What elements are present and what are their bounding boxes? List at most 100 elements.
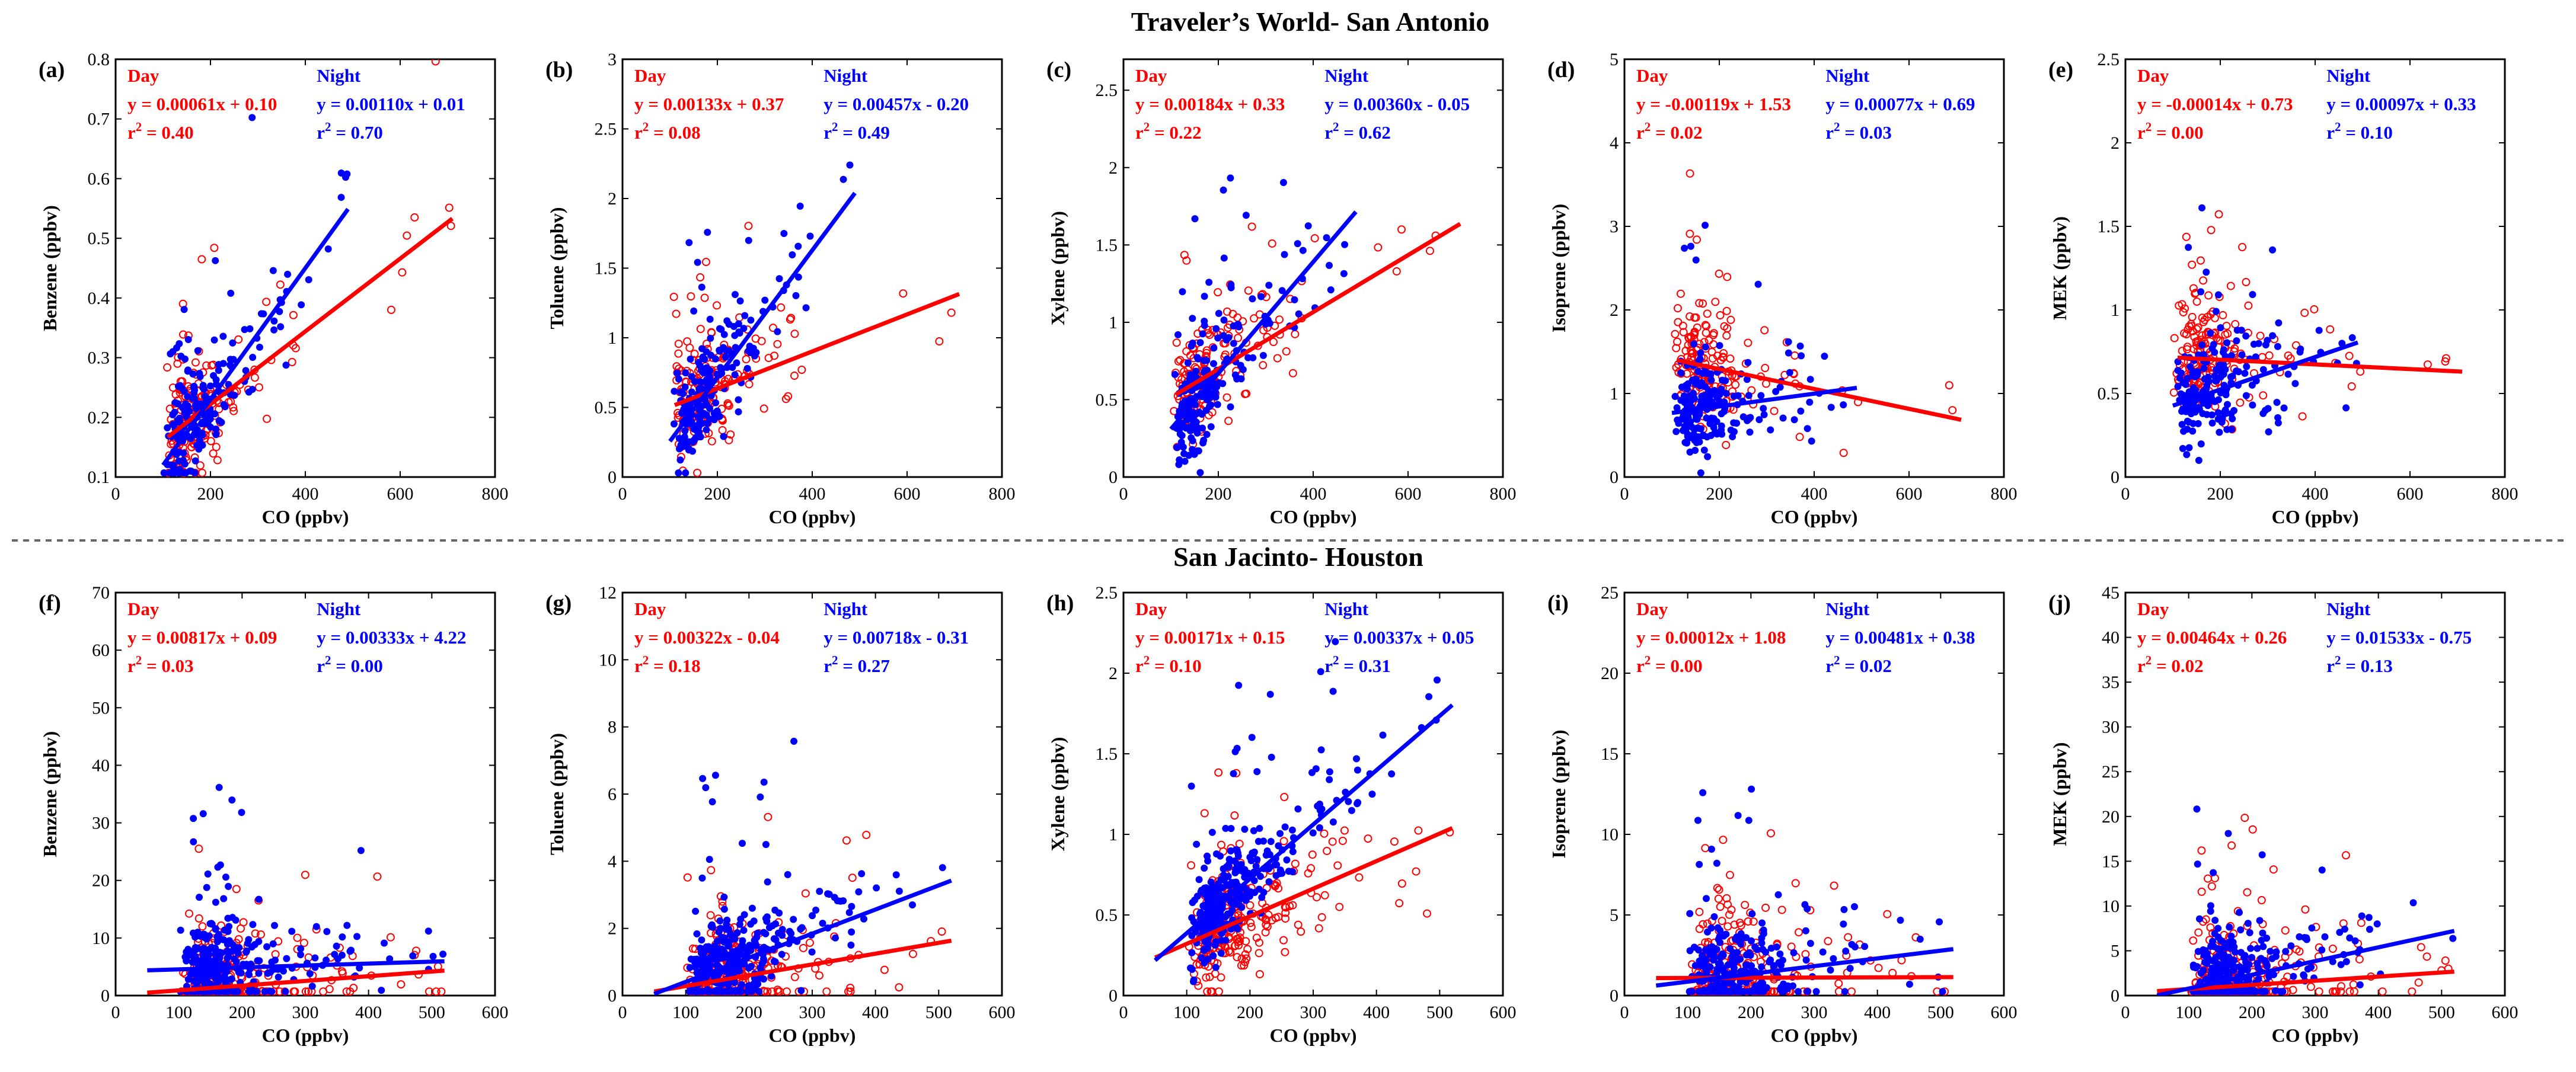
night-point (194, 347, 202, 354)
night-point (1326, 768, 1333, 776)
day-point (669, 292, 678, 301)
night-point (193, 441, 201, 449)
day-point (1702, 322, 1711, 331)
night-point (277, 323, 285, 331)
night-point (199, 384, 207, 392)
day-point (185, 909, 194, 918)
x-tick-label: 600 (894, 484, 921, 504)
night-point (270, 326, 278, 334)
night-point (2217, 324, 2224, 331)
x-tick-label: 200 (229, 1003, 256, 1022)
day-fit-line (1656, 975, 1953, 980)
night-point (229, 339, 237, 347)
night-point (1671, 393, 1679, 401)
y-tick-label: 25 (1601, 583, 1619, 603)
night-point (685, 239, 693, 247)
day-point (2242, 278, 2251, 287)
night-point (743, 364, 751, 372)
night-point (2242, 392, 2250, 399)
night-point (297, 951, 305, 959)
y-axis-label: Benzene (ppbv) (39, 205, 60, 331)
day-point (1707, 347, 1716, 356)
day-r2: r2 = 0.03 (127, 653, 194, 676)
night-point (1309, 829, 1317, 837)
night-point (1713, 393, 1721, 401)
night-point (1273, 861, 1281, 869)
night-point (439, 951, 447, 958)
night-point (1702, 222, 1709, 229)
day-point (2281, 926, 2290, 935)
night-point (306, 969, 314, 977)
night-point (690, 307, 698, 315)
day-point (1711, 297, 1720, 306)
night-point (698, 936, 706, 944)
day-point (403, 231, 411, 240)
day-point (1364, 834, 1372, 843)
night-r2: r2 = 0.03 (1825, 120, 1892, 143)
day-r2-value: = 0.08 (649, 122, 700, 143)
y-tick-label: 0 (608, 986, 617, 1006)
day-point (1722, 894, 1731, 903)
night-point (206, 382, 214, 390)
night-r2-value: = 0.10 (2341, 122, 2392, 143)
day-point (178, 330, 187, 339)
day-r2-value: = 0.22 (1150, 122, 1201, 143)
night-point (1731, 983, 1738, 990)
day-point (1340, 826, 1349, 835)
night-point (212, 947, 220, 955)
night-point (2189, 420, 2197, 427)
day-point (2189, 284, 2198, 293)
x-tick-label: 300 (2302, 1003, 2329, 1022)
night-point (220, 401, 228, 408)
night-point (2262, 341, 2269, 349)
night-point (256, 957, 263, 965)
day-point (674, 349, 683, 358)
night-point (174, 382, 182, 390)
night-point (892, 871, 900, 879)
day-point (2240, 814, 2249, 823)
night-point (429, 952, 437, 960)
night-point (323, 927, 331, 935)
night-point (338, 951, 346, 959)
night-point (1238, 904, 1246, 911)
night-point (227, 289, 235, 297)
night-point (723, 967, 730, 975)
panel-label: (d) (1547, 57, 1575, 82)
night-point (831, 894, 838, 901)
night-point (746, 343, 754, 350)
night-point (2249, 291, 2256, 299)
day-point (1713, 351, 1722, 360)
night-legend-word: Night (823, 65, 868, 86)
night-point (1694, 367, 1702, 375)
night-point (1802, 956, 1810, 964)
y-tick-label: 1 (1610, 384, 1619, 404)
night-point (1240, 892, 1248, 900)
day-point (1718, 917, 1726, 926)
x-tick-label: 0 (2121, 1003, 2130, 1022)
night-point (2273, 399, 2281, 407)
day-point (1268, 916, 1276, 924)
day-point (790, 329, 799, 338)
night-point (353, 933, 361, 940)
night-legend-word: Night (823, 599, 868, 619)
day-point (1280, 792, 1289, 801)
day-point (1282, 347, 1291, 356)
night-point (1770, 962, 1777, 970)
day-point (215, 405, 224, 414)
x-axis-label: CO (ppbv) (769, 1025, 856, 1046)
night-point (715, 928, 723, 936)
night-point (689, 438, 697, 446)
night-point (1204, 366, 1211, 374)
x-tick-label: 400 (292, 484, 319, 504)
day-point (346, 987, 355, 996)
y-tick-label: 0.5 (1096, 905, 1118, 925)
night-point (1237, 375, 1245, 383)
panel-label: (c) (1046, 57, 1071, 82)
night-point (2235, 368, 2242, 376)
night-point (1760, 988, 1767, 996)
day-point (165, 404, 174, 413)
night-point (245, 988, 253, 996)
panel-label: (g) (545, 591, 572, 616)
night-point (1762, 948, 1770, 956)
